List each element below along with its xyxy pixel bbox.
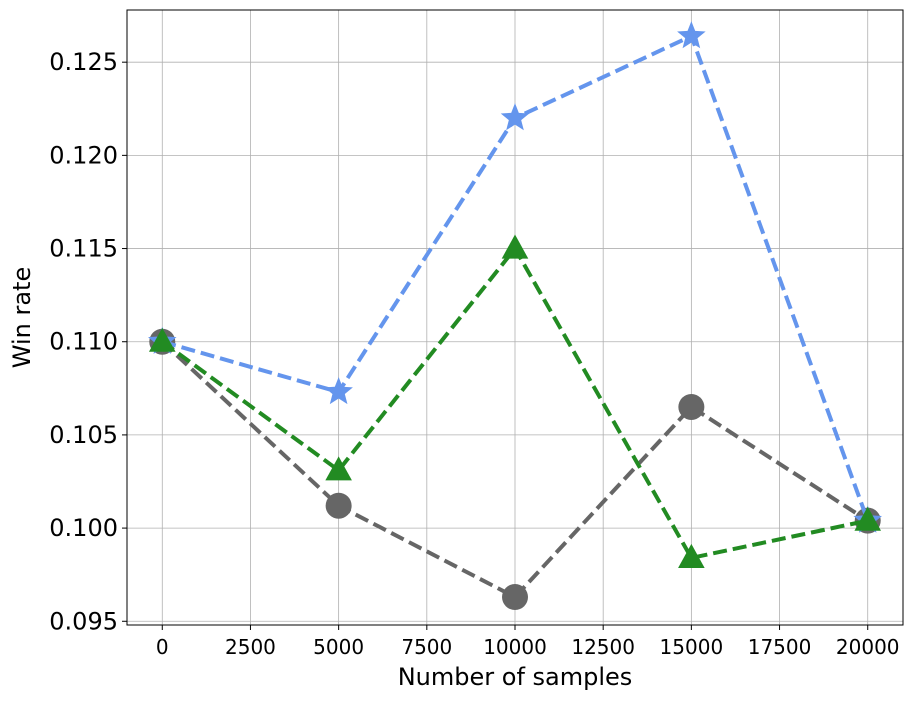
series-group — [148, 21, 882, 611]
star-marker — [677, 21, 706, 49]
x-tick-label: 12500 — [571, 635, 635, 659]
y-tick-label: 0.125 — [49, 48, 118, 76]
triangle-marker — [325, 456, 352, 481]
y-tick-label: 0.105 — [49, 421, 118, 449]
triangle-marker — [501, 234, 529, 259]
series-line — [160, 340, 869, 600]
triangle-marker — [148, 327, 176, 352]
circle-marker — [325, 492, 352, 519]
series-triangle — [148, 234, 882, 568]
y-tick-label: 0.115 — [49, 235, 118, 263]
x-axis-ticks: 0 2500 5000 7500 10000 12500 15000 17500 20000 — [156, 625, 900, 659]
y-tick-label: 0.095 — [49, 607, 118, 635]
y-axis-label: Win rate — [8, 267, 36, 368]
triangle-marker — [678, 543, 705, 568]
x-tick-label: 15000 — [660, 635, 724, 659]
star-marker — [500, 103, 530, 131]
y-tick-label: 0.100 — [49, 514, 118, 542]
circle-marker — [502, 584, 528, 611]
circle-marker — [678, 393, 705, 420]
star-marker — [324, 377, 353, 405]
x-tick-label: 10000 — [483, 635, 547, 659]
triangle-marker — [854, 506, 882, 531]
grid — [127, 10, 903, 625]
x-tick-label: 20000 — [836, 635, 900, 659]
x-tick-label: 7500 — [401, 635, 452, 659]
x-tick-label: 17500 — [748, 635, 812, 659]
x-tick-label: 0 — [156, 635, 169, 659]
y-axis-ticks: 0.095 0.100 0.105 0.110 0.115 0.120 0.125 — [49, 48, 127, 635]
x-tick-label: 5000 — [313, 635, 364, 659]
x-tick-label: 2500 — [225, 635, 276, 659]
y-tick-label: 0.120 — [49, 141, 118, 169]
plot-frame — [126, 9, 904, 626]
y-tick-label: 0.110 — [49, 328, 118, 356]
x-axis-label: Number of samples — [398, 663, 633, 691]
